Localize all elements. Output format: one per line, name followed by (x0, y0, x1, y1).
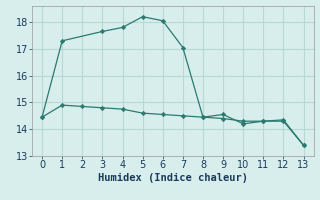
X-axis label: Humidex (Indice chaleur): Humidex (Indice chaleur) (98, 173, 248, 183)
